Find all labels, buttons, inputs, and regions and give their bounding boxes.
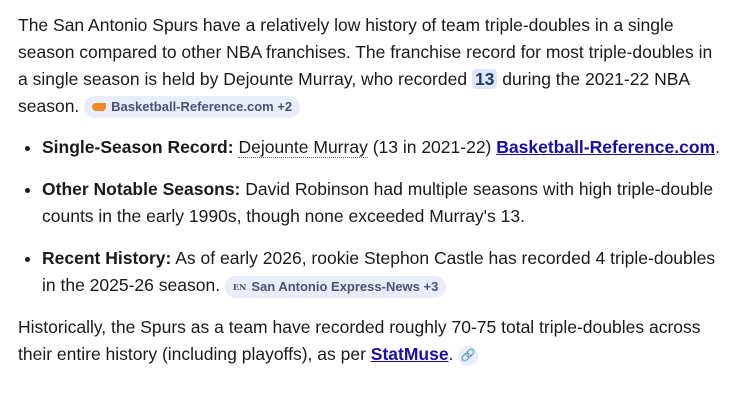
source-chip-basketball-reference[interactable]: Basketball-Reference.com +2 [84,96,301,118]
basketball-reference-link[interactable]: Basketball-Reference.com [496,137,716,157]
bullet-list: Single-Season Record: Dejounte Murray (1… [18,134,721,299]
link-icon[interactable]: 🔗 [458,345,479,366]
statmuse-link[interactable]: StatMuse [370,344,449,364]
intro-paragraph: The San Antonio Spurs have a relatively … [18,15,713,118]
list-item: Single-Season Record: Dejounte Murray (1… [42,134,721,161]
player-name[interactable]: Dejounte Murray [238,137,368,158]
source-chip-express-news[interactable]: EN San Antonio Express-News +3 [224,276,447,298]
basketball-reference-icon [92,103,107,111]
answer: The San Antonio Spurs have a relatively … [0,0,739,368]
list-item: Recent History: As of early 2026, rookie… [42,245,721,299]
record-highlight: 13 [471,69,498,89]
express-news-icon: EN [232,282,247,292]
outro-paragraph: Historically, the Spurs as a team have r… [18,317,701,366]
list-item: Other Notable Seasons: David Robinson ha… [42,176,721,230]
